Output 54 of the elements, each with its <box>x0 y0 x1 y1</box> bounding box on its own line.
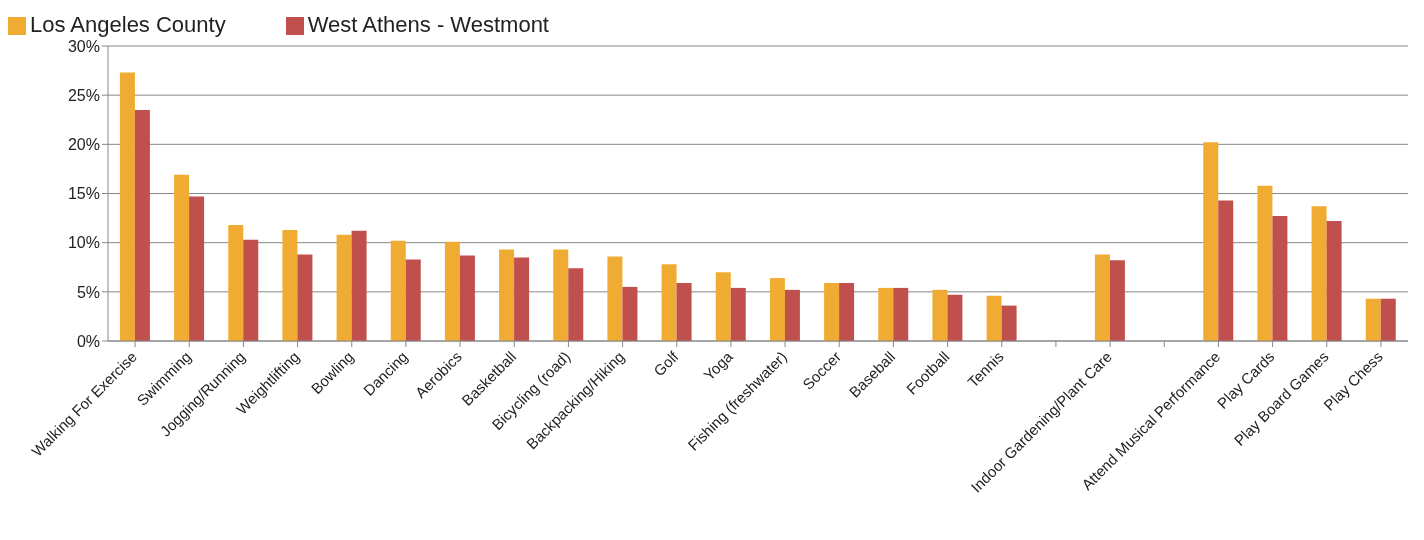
bar <box>405 259 421 341</box>
y-tick-label: 25% <box>67 86 100 104</box>
bar <box>514 257 530 341</box>
bar <box>243 239 259 341</box>
bar <box>1380 298 1396 341</box>
bar <box>1365 298 1381 341</box>
y-tick-label: 10% <box>67 234 100 252</box>
bar <box>134 109 150 341</box>
bar <box>1109 260 1125 341</box>
bar <box>932 289 948 341</box>
bar <box>824 282 840 341</box>
bar <box>499 249 515 341</box>
bar <box>228 224 244 341</box>
y-tick-label: 0% <box>76 332 100 350</box>
legend-label: Los Angeles County <box>30 12 226 37</box>
bar <box>1311 206 1327 341</box>
bar <box>1203 142 1219 341</box>
x-tick-label: Golf <box>650 347 683 380</box>
y-tick-label: 30% <box>67 37 100 55</box>
bar <box>1001 305 1017 341</box>
y-tick-label: 5% <box>76 283 100 301</box>
bar <box>878 287 894 341</box>
bar <box>553 249 569 341</box>
bar <box>676 282 692 341</box>
bar <box>390 240 406 341</box>
bar <box>174 174 190 341</box>
bar <box>730 287 746 341</box>
bar <box>189 196 205 341</box>
bar <box>784 289 800 341</box>
bar <box>568 268 584 341</box>
legend-label: West Athens - Westmont <box>307 12 549 37</box>
bar <box>607 256 623 341</box>
bar <box>1257 185 1273 341</box>
y-tick-label: 20% <box>67 136 100 154</box>
bar <box>986 295 1002 341</box>
y-tick-label: 15% <box>67 185 100 203</box>
bar <box>661 264 677 341</box>
bar <box>444 241 460 341</box>
bar <box>947 294 963 341</box>
bar <box>1272 216 1288 341</box>
bar <box>715 272 731 341</box>
bar <box>1326 221 1342 341</box>
bar <box>622 286 638 341</box>
bar <box>336 234 352 341</box>
bar <box>1218 200 1234 341</box>
bar <box>459 255 475 341</box>
bar <box>893 287 909 341</box>
bar <box>839 282 855 341</box>
bar <box>282 229 298 341</box>
bar <box>769 278 785 341</box>
bar <box>297 254 313 341</box>
bar <box>1094 254 1110 341</box>
bar <box>119 72 135 341</box>
bar <box>351 230 367 341</box>
